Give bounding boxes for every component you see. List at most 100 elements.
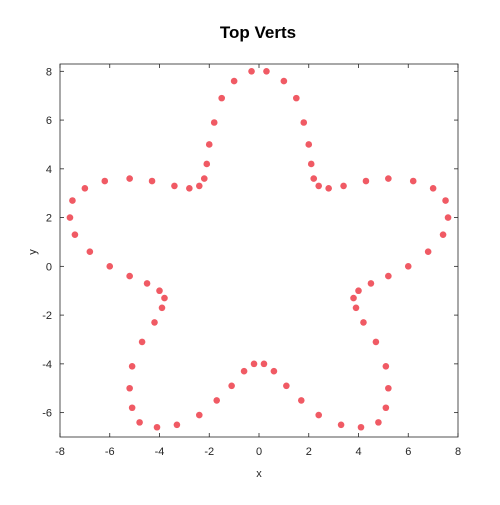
data-point bbox=[86, 248, 94, 256]
data-point bbox=[270, 367, 278, 375]
y-tick-label: 4 bbox=[46, 164, 52, 176]
y-tick-label: 2 bbox=[46, 213, 52, 225]
data-point bbox=[300, 119, 308, 126]
x-tick-label: -2 bbox=[204, 446, 214, 458]
y-tick-label: -6 bbox=[42, 408, 52, 420]
data-point bbox=[315, 411, 323, 419]
data-point bbox=[66, 214, 74, 221]
data-point bbox=[362, 177, 370, 185]
x-tick-label: 6 bbox=[405, 446, 411, 458]
data-point bbox=[240, 367, 248, 375]
data-point bbox=[71, 231, 79, 238]
data-point bbox=[357, 423, 365, 431]
x-tick-label: 4 bbox=[355, 446, 361, 458]
x-tick-label: -8 bbox=[55, 446, 65, 458]
data-point bbox=[213, 397, 221, 404]
data-point bbox=[429, 185, 437, 192]
data-point bbox=[173, 421, 181, 429]
data-point bbox=[340, 182, 347, 190]
data-point bbox=[372, 338, 380, 346]
x-tick-label: 0 bbox=[256, 446, 262, 458]
data-point bbox=[439, 231, 447, 238]
data-point bbox=[153, 423, 161, 431]
data-point bbox=[248, 68, 255, 75]
x-axis-label: x bbox=[256, 468, 262, 480]
data-point bbox=[367, 280, 375, 287]
x-tick-label: -6 bbox=[105, 446, 115, 458]
data-point bbox=[297, 397, 305, 404]
data-point bbox=[424, 248, 432, 256]
data-point bbox=[315, 182, 323, 190]
data-point bbox=[293, 94, 300, 102]
data-point bbox=[350, 294, 357, 302]
data-point bbox=[310, 175, 318, 182]
data-point bbox=[203, 160, 211, 168]
data-point bbox=[218, 94, 225, 102]
data-point bbox=[444, 214, 452, 221]
y-tick-label: 6 bbox=[46, 115, 52, 127]
plot-area bbox=[59, 63, 459, 438]
x-tick-label: 2 bbox=[306, 446, 312, 458]
data-point bbox=[148, 177, 156, 185]
data-point bbox=[385, 175, 392, 182]
plot-frame bbox=[59, 63, 459, 438]
data-point bbox=[250, 360, 258, 368]
data-point bbox=[156, 287, 163, 295]
data-point bbox=[200, 175, 208, 182]
y-axis-label: y bbox=[27, 249, 39, 255]
data-point bbox=[230, 77, 238, 85]
y-axis-ticks: -6 -4 -2 0 2 4 6 8 bbox=[42, 66, 458, 420]
data-point bbox=[404, 263, 412, 270]
data-point bbox=[442, 197, 449, 204]
data-point bbox=[382, 363, 390, 370]
data-point bbox=[126, 272, 133, 280]
data-point bbox=[186, 185, 193, 192]
y-tick-label: 0 bbox=[46, 261, 52, 273]
data-point bbox=[283, 382, 290, 390]
data-point bbox=[81, 185, 89, 192]
data-point bbox=[128, 363, 136, 370]
data-point bbox=[196, 411, 203, 419]
data-point bbox=[106, 263, 114, 270]
data-point bbox=[161, 294, 168, 302]
data-point bbox=[101, 177, 109, 185]
data-point bbox=[337, 421, 345, 429]
data-point bbox=[263, 68, 270, 75]
data-point bbox=[210, 119, 218, 126]
data-point bbox=[352, 304, 360, 312]
data-point bbox=[126, 384, 133, 392]
data-point bbox=[136, 419, 143, 426]
data-point bbox=[158, 304, 166, 312]
data-point bbox=[143, 280, 151, 287]
data-point bbox=[260, 360, 268, 368]
data-point bbox=[280, 77, 288, 85]
data-point bbox=[305, 141, 313, 148]
x-axis-ticks: -8 -6 -4 -2 0 2 4 6 8 bbox=[55, 64, 461, 458]
data-point bbox=[409, 177, 417, 185]
y-tick-label: -2 bbox=[42, 310, 52, 322]
data-point bbox=[69, 197, 76, 204]
data-point bbox=[375, 419, 382, 426]
data-point bbox=[385, 272, 392, 280]
data-point bbox=[382, 404, 390, 412]
data-point bbox=[128, 404, 136, 412]
data-point bbox=[355, 287, 362, 295]
data-point bbox=[228, 382, 235, 390]
data-point bbox=[360, 319, 367, 326]
data-point bbox=[171, 182, 178, 190]
data-point bbox=[205, 141, 213, 148]
data-point bbox=[307, 160, 315, 168]
y-tick-label: -4 bbox=[42, 359, 52, 371]
data-point bbox=[138, 338, 146, 346]
y-tick-label: 8 bbox=[46, 66, 52, 78]
data-point bbox=[325, 185, 332, 192]
x-tick-label: -4 bbox=[155, 446, 165, 458]
data-point bbox=[385, 384, 392, 392]
data-point bbox=[196, 182, 203, 190]
data-markers bbox=[66, 68, 452, 431]
data-point bbox=[126, 175, 133, 182]
chart-title: Top Verts bbox=[220, 23, 296, 42]
data-point bbox=[151, 319, 158, 326]
